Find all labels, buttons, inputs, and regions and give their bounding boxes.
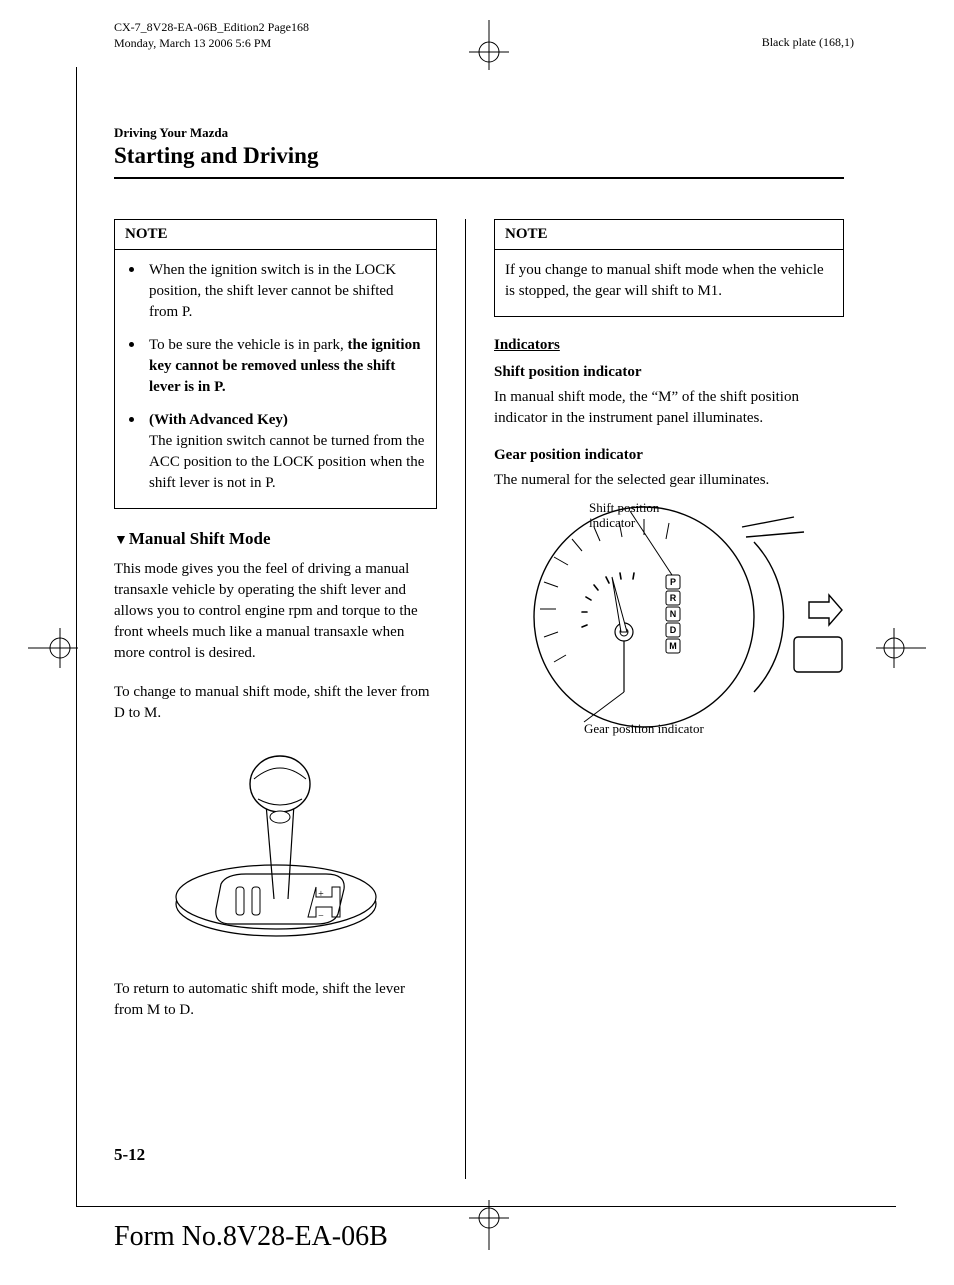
section-category: Driving Your Mazda xyxy=(114,125,844,141)
svg-text:M: M xyxy=(669,641,677,651)
form-number: Form No.8V28-EA-06B xyxy=(114,1221,388,1253)
note-title-left: NOTE xyxy=(115,220,436,250)
page-number: 5-12 xyxy=(114,1145,145,1165)
crop-mark-left-icon xyxy=(28,628,78,668)
note-item-1: To be sure the vehicle is in park, the i… xyxy=(125,335,426,398)
section-rule xyxy=(114,177,844,179)
shift-position-indicator-heading: Shift position indicator xyxy=(494,364,844,381)
note-item-0-text: When the ignition switch is in the LOCK … xyxy=(149,262,396,320)
crop-mark-bottom-icon xyxy=(469,1200,509,1250)
gear-position-indicator-body: The numeral for the selected gear illumi… xyxy=(494,470,844,491)
note-box-right: NOTE If you change to manual shift mode … xyxy=(494,219,844,317)
indicators-heading: Indicators xyxy=(494,337,844,354)
page-frame-left-line xyxy=(76,67,77,1207)
right-column: NOTE If you change to manual shift mode … xyxy=(494,219,844,1179)
page-frame-bottom-line xyxy=(76,1206,896,1207)
svg-text:indicator: indicator xyxy=(589,515,636,530)
note-list: When the ignition switch is in the LOCK … xyxy=(125,260,426,494)
svg-text:−: − xyxy=(318,911,324,922)
note-body-left: When the ignition switch is in the LOCK … xyxy=(115,250,436,508)
crop-mark-right-icon xyxy=(876,628,926,668)
note-item-2-post: The ignition switch cannot be turned fro… xyxy=(149,433,424,491)
print-header-plate: Black plate (168,1) xyxy=(762,20,854,51)
crop-mark-top-icon xyxy=(469,20,509,70)
column-divider xyxy=(465,219,466,1179)
print-header-left: CX-7_8V28-EA-06B_Edition2 Page168 Monday… xyxy=(114,20,309,51)
svg-text:D: D xyxy=(670,625,677,635)
left-column: NOTE When the ignition switch is in the … xyxy=(114,219,437,1179)
svg-text:N: N xyxy=(670,609,677,619)
svg-text:Shift position: Shift position xyxy=(589,500,660,515)
two-column-layout: NOTE When the ignition switch is in the … xyxy=(114,219,844,1179)
manual-shift-p3: To return to automatic shift mode, shift… xyxy=(114,979,437,1021)
note-box-left: NOTE When the ignition switch is in the … xyxy=(114,219,437,509)
manual-shift-mode-title: Manual Shift Mode xyxy=(114,529,437,549)
page-content: Driving Your Mazda Starting and Driving … xyxy=(114,125,844,1179)
print-header-line2: Monday, March 13 2006 5:6 PM xyxy=(114,36,309,52)
svg-text:+: + xyxy=(318,889,324,900)
note-item-2: (With Advanced Key) The ignition switch … xyxy=(125,410,426,494)
note-body-right: If you change to manual shift mode when … xyxy=(495,250,843,316)
shifter-illustration-icon: + − xyxy=(146,749,406,949)
svg-text:P: P xyxy=(670,577,676,587)
section-title: Starting and Driving xyxy=(114,143,844,169)
shift-position-indicator-body: In manual shift mode, the “M” of the shi… xyxy=(494,387,844,429)
note-item-1-pre: To be sure the vehicle is in park, xyxy=(149,337,347,353)
svg-text:Gear position indicator: Gear position indicator xyxy=(584,721,705,736)
note-title-right: NOTE xyxy=(495,220,843,250)
gear-position-indicator-heading: Gear position indicator xyxy=(494,447,844,464)
instrument-panel-illustration-icon: P R N D M Shift position indicator Gear … xyxy=(494,497,844,737)
note-item-0: When the ignition switch is in the LOCK … xyxy=(125,260,426,323)
manual-shift-p1: This mode gives you the feel of driving … xyxy=(114,559,437,664)
print-header-line1: CX-7_8V28-EA-06B_Edition2 Page168 xyxy=(114,20,309,36)
manual-shift-p2: To change to manual shift mode, shift th… xyxy=(114,682,437,724)
note-item-2-bold: (With Advanced Key) xyxy=(149,412,288,428)
svg-text:R: R xyxy=(670,593,677,603)
